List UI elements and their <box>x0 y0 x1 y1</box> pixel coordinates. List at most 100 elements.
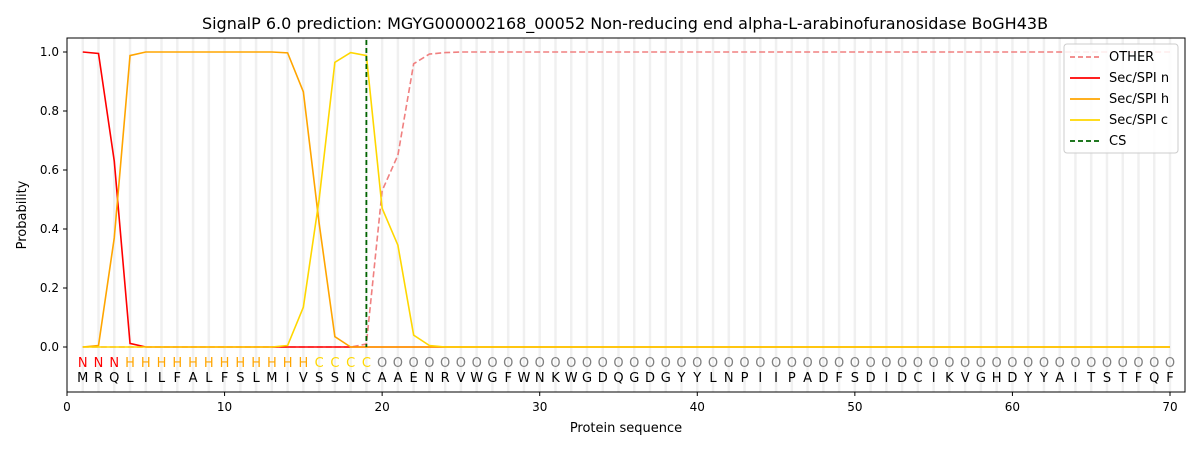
region-label: O <box>865 356 875 371</box>
residue-letter: G <box>629 371 639 386</box>
x-tick-label: 60 <box>1005 400 1020 414</box>
x-tick-label: 20 <box>374 400 389 414</box>
residue-letter: N <box>425 371 435 386</box>
residue-letter: N <box>724 371 734 386</box>
region-label: O <box>566 356 576 371</box>
region-label: O <box>598 356 608 371</box>
region-label: O <box>1055 356 1065 371</box>
residue-letter: H <box>992 371 1002 386</box>
residue-letter: Y <box>1039 371 1048 386</box>
residue-letter: W <box>565 371 578 386</box>
legend-box <box>1063 43 1179 154</box>
region-label: O <box>1007 356 1017 371</box>
region-label: O <box>676 356 686 371</box>
region-label: O <box>787 356 797 371</box>
residue-letter: I <box>758 371 762 386</box>
region-label: H <box>188 356 198 371</box>
region-label: O <box>661 356 671 371</box>
residue-letter: Q <box>613 371 623 386</box>
region-label: O <box>409 356 419 371</box>
region-label: C <box>330 356 339 371</box>
residue-letter: N <box>535 371 545 386</box>
region-label: O <box>487 356 497 371</box>
residue-letter: A <box>1055 371 1064 386</box>
x-tick-label: 50 <box>847 400 862 414</box>
residue-letter: W <box>518 371 531 386</box>
region-label: O <box>503 356 513 371</box>
region-label: O <box>645 356 655 371</box>
residue-letter: R <box>441 371 450 386</box>
region-label: O <box>1086 356 1096 371</box>
residue-letter: I <box>884 371 888 386</box>
x-axis-label: Protein sequence <box>570 421 682 436</box>
region-label: H <box>157 356 167 371</box>
region-label: O <box>1039 356 1049 371</box>
y-tick-label: 0.8 <box>40 104 59 118</box>
y-tick-label: 0.0 <box>40 340 59 354</box>
y-tick-label: 0.2 <box>40 281 59 295</box>
region-label: H <box>298 356 308 371</box>
region-label: N <box>94 356 104 371</box>
region-label: O <box>913 356 923 371</box>
residue-letter: S <box>331 371 339 386</box>
y-tick-label: 0.6 <box>40 163 59 177</box>
region-label: O <box>944 356 954 371</box>
y-tick-label: 1.0 <box>40 45 59 59</box>
residue-letter: K <box>945 371 954 386</box>
residue-letter: Q <box>1149 371 1159 386</box>
residue-letter: M <box>266 371 277 386</box>
residue-letter: D <box>866 371 876 386</box>
residue-letter: S <box>315 371 323 386</box>
residue-letter: E <box>410 371 418 386</box>
region-label: O <box>1070 356 1080 371</box>
residue-letter: V <box>299 371 308 386</box>
region-label: O <box>692 356 702 371</box>
series-line-other <box>82 51 1170 348</box>
region-label: H <box>251 356 261 371</box>
residue-letter: G <box>487 371 497 386</box>
residue-letter: I <box>1074 371 1078 386</box>
region-label: H <box>125 356 135 371</box>
region-label: O <box>519 356 529 371</box>
residue-letter: G <box>582 371 592 386</box>
region-label: O <box>582 356 592 371</box>
residue-letter: I <box>932 371 936 386</box>
residue-letter: L <box>126 371 134 386</box>
region-label: O <box>440 356 450 371</box>
region-label: O <box>1133 356 1143 371</box>
y-tick-label: 0.4 <box>40 222 59 236</box>
region-label: N <box>109 356 119 371</box>
residue-letter: D <box>897 371 907 386</box>
region-label: O <box>992 356 1002 371</box>
region-label: O <box>1023 356 1033 371</box>
region-label: H <box>283 356 293 371</box>
region-label: O <box>424 356 434 371</box>
residue-letter: D <box>645 371 655 386</box>
region-label: O <box>739 356 749 371</box>
residue-letter: G <box>976 371 986 386</box>
residue-letter: P <box>788 371 796 386</box>
residue-letter: A <box>189 371 198 386</box>
y-axis-label: Probability <box>15 180 30 249</box>
residue-letter: T <box>1086 371 1095 386</box>
residue-letter: C <box>913 371 922 386</box>
region-label: O <box>708 356 718 371</box>
region-label: O <box>1165 356 1175 371</box>
residue-letter: K <box>551 371 560 386</box>
region-label: H <box>235 356 245 371</box>
residue-letter: V <box>456 371 465 386</box>
region-label: O <box>724 356 734 371</box>
region-label: O <box>393 356 403 371</box>
region-label: N <box>78 356 88 371</box>
region-label: O <box>850 356 860 371</box>
region-label: H <box>220 356 230 371</box>
residue-letter: D <box>1007 371 1017 386</box>
region-label: O <box>1118 356 1128 371</box>
residue-letter: F <box>1135 371 1142 386</box>
residue-letter: S <box>851 371 859 386</box>
region-label: O <box>550 356 560 371</box>
region-label: O <box>755 356 765 371</box>
residue-letter: F <box>1166 371 1173 386</box>
residue-letter: I <box>774 371 778 386</box>
residue-letter: V <box>961 371 970 386</box>
